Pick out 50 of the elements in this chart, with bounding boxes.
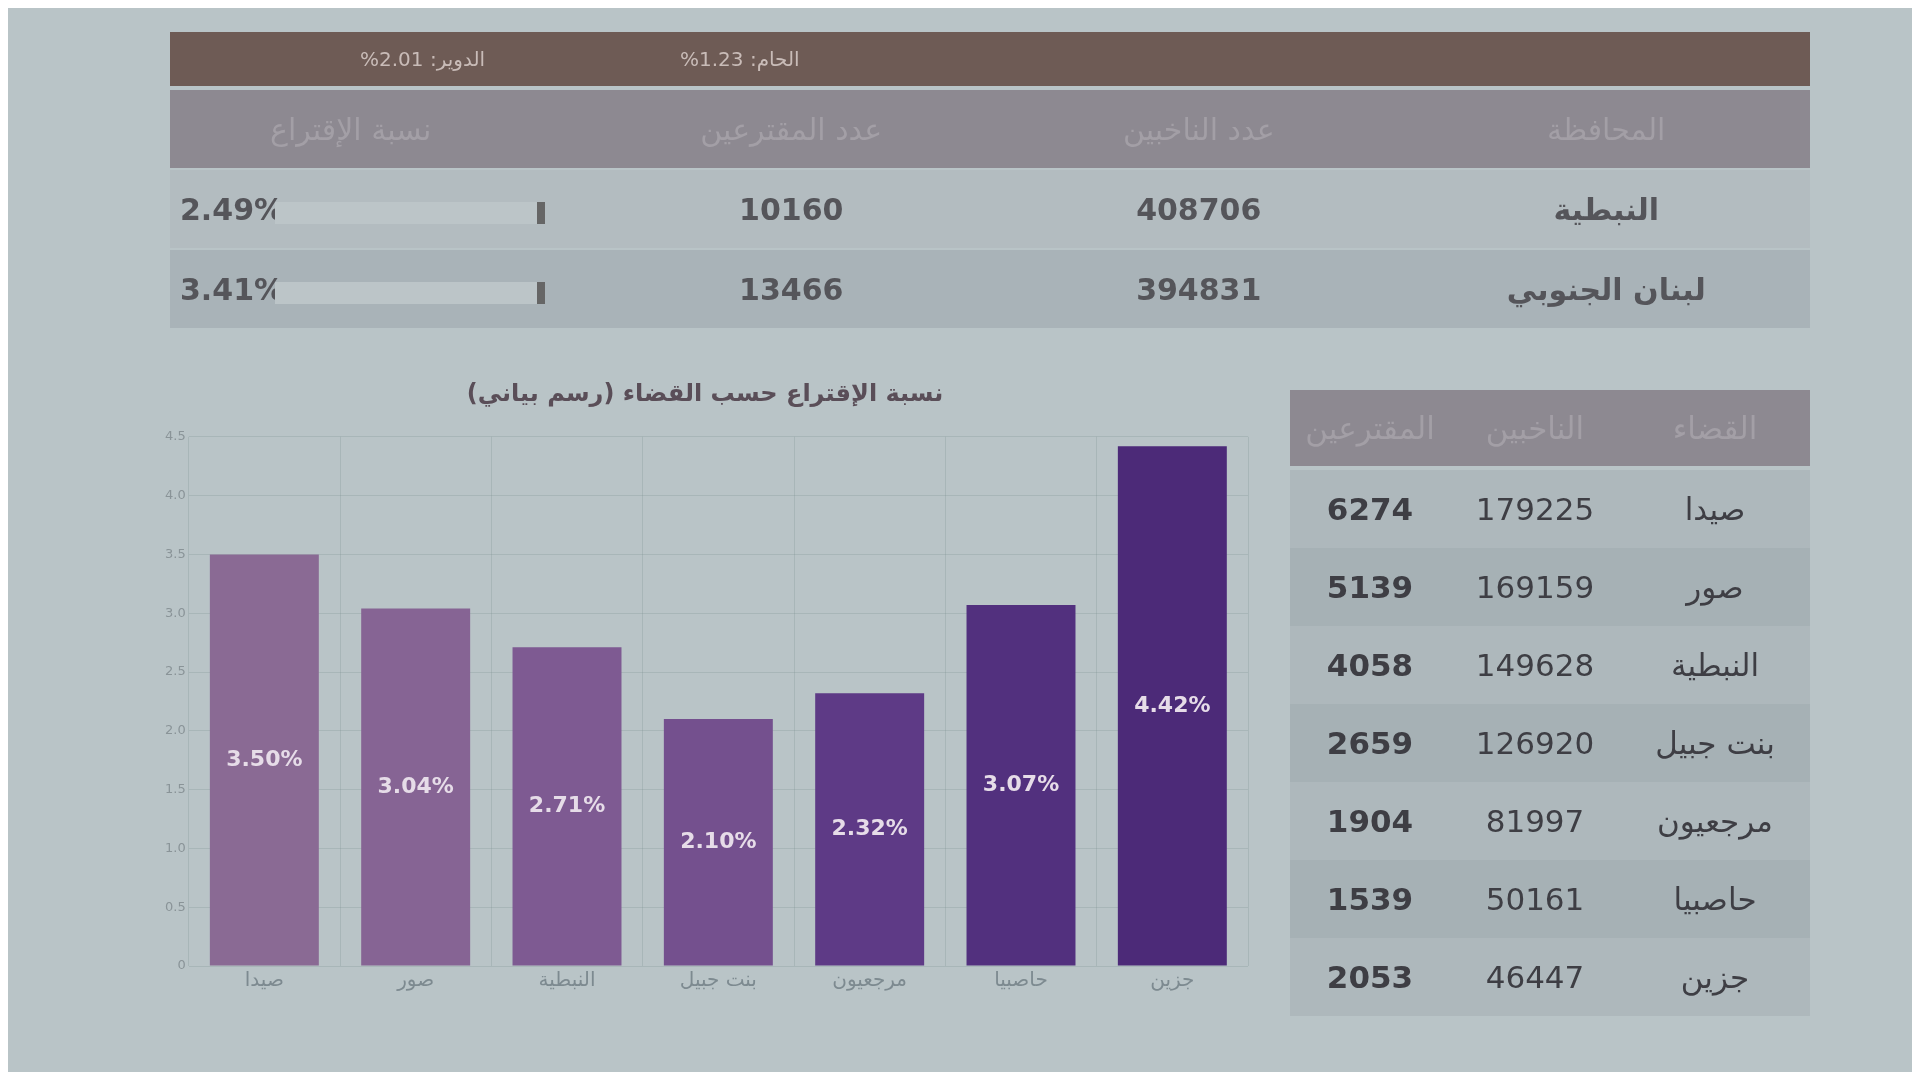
text: 2659 (1325, 725, 1415, 761)
text: النبطية (1552, 191, 1661, 227)
text: النبطية (1669, 647, 1761, 683)
data-label: 2.10% (680, 827, 757, 853)
text: 2053 (1325, 959, 1415, 995)
data-label: 4.42% (1134, 691, 1211, 717)
text: 13466 (738, 271, 845, 307)
text: 5139 (1325, 569, 1415, 605)
x-tick-label: حاصبيا (994, 967, 1048, 992)
text: 81997 (1484, 803, 1586, 839)
data-label: 3.50% (226, 745, 303, 771)
x-tick-label: صيدا (244, 967, 284, 992)
text: 149628 (1474, 647, 1596, 683)
text: 10160 (738, 191, 845, 227)
text: مرجعيون (1656, 803, 1774, 839)
x-tick-label: النبطية (538, 967, 596, 992)
text: 50161 (1484, 881, 1586, 917)
data-label: 2.32% (831, 815, 908, 841)
x-tick-label: جزين (1150, 967, 1195, 992)
text: 4058 (1325, 647, 1415, 683)
x-tick-label: صور (396, 967, 435, 992)
text: 394831 (1135, 271, 1263, 307)
text: صيدا (1683, 491, 1747, 527)
text: الدوير: 2.01% (360, 47, 486, 71)
data-label: 3.04% (377, 772, 454, 798)
bar (209, 554, 319, 966)
text: حاصبيا (1672, 881, 1758, 917)
data-label: 3.07% (982, 770, 1060, 796)
text: 126920 (1474, 725, 1596, 761)
bar (966, 604, 1076, 966)
bar (512, 647, 622, 966)
bar (361, 608, 471, 966)
bar (815, 693, 925, 966)
text: 6274 (1325, 491, 1415, 527)
text: 1539 (1325, 881, 1415, 917)
text: صور (1684, 569, 1745, 605)
bar (1117, 446, 1227, 966)
text: 169159 (1474, 569, 1596, 605)
text: 46447 (1484, 959, 1586, 995)
text: لبنان الجنوبي (1505, 271, 1707, 307)
data-label: 2.71% (528, 792, 606, 818)
text: بنت جبيل (1654, 725, 1776, 761)
text: 179225 (1474, 491, 1596, 527)
x-tick-label: مرجعيون (832, 967, 908, 992)
text: الحام: 1.23% (680, 47, 800, 71)
x-tick-label: بنت جبيل (679, 967, 757, 992)
bar (663, 719, 773, 966)
text: 408706 (1135, 191, 1263, 227)
text: 1904 (1325, 803, 1415, 839)
chart-title: نسبة الإقتراع حسب القضاء (رسم بياني) (466, 378, 944, 407)
